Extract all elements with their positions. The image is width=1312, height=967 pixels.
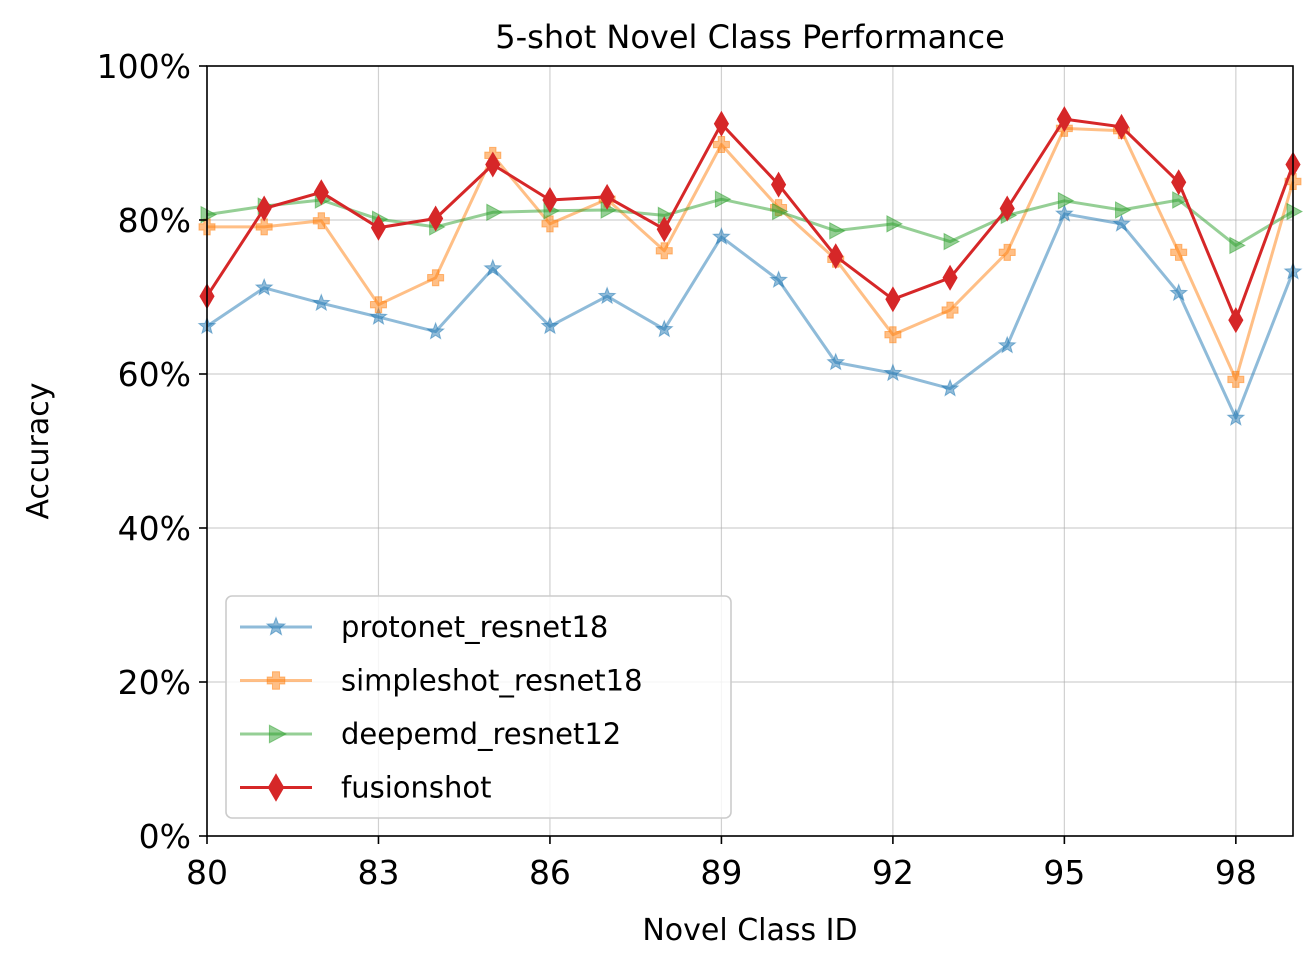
data-point bbox=[255, 218, 273, 236]
data-point bbox=[1057, 191, 1075, 210]
data-point bbox=[886, 215, 903, 233]
data-point bbox=[200, 205, 218, 224]
data-point bbox=[312, 212, 330, 230]
data-point bbox=[713, 110, 729, 137]
data-point bbox=[1171, 169, 1187, 196]
y-tick-label: 40% bbox=[118, 509, 191, 548]
series-line bbox=[205, 117, 1295, 322]
series-line bbox=[206, 212, 1295, 420]
x-tick-label: 92 bbox=[872, 853, 914, 892]
data-point bbox=[597, 286, 617, 305]
data-point bbox=[826, 352, 846, 371]
data-point bbox=[541, 215, 559, 233]
legend-label: simpleshot_resnet18 bbox=[341, 664, 643, 698]
y-tick-label: 0% bbox=[139, 817, 191, 856]
data-point bbox=[426, 321, 446, 340]
y-tick-label: 60% bbox=[118, 355, 191, 394]
chart-title: 5-shot Novel Class Performance bbox=[495, 18, 1005, 56]
data-point bbox=[1112, 213, 1131, 232]
data-point bbox=[1170, 243, 1188, 261]
data-point bbox=[655, 242, 673, 260]
data-point bbox=[428, 205, 444, 232]
legend-swatch-marker bbox=[266, 671, 286, 690]
data-point bbox=[311, 293, 331, 312]
data-point bbox=[943, 232, 961, 251]
series-line bbox=[206, 197, 1294, 247]
data-point bbox=[1113, 113, 1130, 140]
data-point bbox=[599, 183, 615, 210]
data-point bbox=[313, 179, 329, 206]
data-point bbox=[1286, 202, 1304, 221]
data-point bbox=[942, 264, 958, 291]
data-point bbox=[711, 226, 731, 245]
x-axis-title: Novel Class ID bbox=[642, 913, 857, 948]
data-point bbox=[1056, 106, 1072, 133]
data-point bbox=[772, 202, 789, 221]
data-point bbox=[884, 326, 902, 344]
data-point bbox=[941, 301, 959, 319]
data-point bbox=[370, 214, 387, 241]
data-point bbox=[1169, 283, 1189, 302]
series-simpleshot_resnet18 bbox=[198, 119, 1302, 388]
data-point bbox=[1172, 191, 1189, 209]
data-point bbox=[998, 243, 1016, 261]
data-point bbox=[883, 363, 903, 382]
legend-swatch-marker bbox=[268, 724, 287, 744]
data-point bbox=[940, 378, 960, 397]
data-point bbox=[369, 296, 387, 314]
data-point bbox=[369, 307, 388, 326]
data-point bbox=[1228, 307, 1244, 334]
series-protonet_resnet18 bbox=[197, 203, 1303, 426]
legend-label: deepemd_resnet12 bbox=[341, 717, 621, 751]
series-lines bbox=[197, 106, 1304, 426]
data-point bbox=[427, 269, 445, 287]
data-point bbox=[1054, 203, 1074, 222]
data-point bbox=[654, 319, 674, 338]
axis-ticks: 0% 20% 40% 60% 80% 100% 80 83 86 89 92 95 98 bbox=[97, 47, 1257, 892]
data-point bbox=[486, 203, 503, 222]
series-line bbox=[207, 126, 1295, 381]
data-point bbox=[714, 190, 732, 209]
data-point bbox=[254, 277, 274, 296]
legend-swatch-marker bbox=[265, 616, 287, 636]
data-point bbox=[256, 195, 272, 222]
y-tick-label: 100% bbox=[97, 47, 191, 86]
data-point bbox=[885, 286, 901, 313]
data-point bbox=[771, 171, 787, 198]
legend-box bbox=[225, 595, 732, 819]
data-point bbox=[483, 258, 503, 277]
x-tick-label: 86 bbox=[529, 853, 571, 892]
y-axis-title: Accuracy bbox=[21, 383, 56, 520]
series-fusionshot bbox=[199, 106, 1301, 334]
data-point bbox=[829, 221, 846, 240]
legend-swatch-marker bbox=[267, 773, 285, 802]
plot-frame bbox=[206, 65, 1294, 837]
x-tick-label: 98 bbox=[1215, 853, 1257, 892]
data-point bbox=[1115, 201, 1132, 219]
data-point bbox=[999, 195, 1015, 222]
data-point bbox=[542, 186, 558, 213]
x-tick-label: 80 bbox=[186, 853, 228, 892]
x-tick-label: 83 bbox=[357, 853, 399, 892]
legend: protonet_resnet18 simpleshot_resnet18deep… bbox=[225, 595, 732, 819]
data-point bbox=[540, 316, 560, 335]
x-tick-label: 95 bbox=[1043, 853, 1085, 892]
data-point bbox=[1229, 236, 1246, 255]
data-point bbox=[1226, 408, 1246, 426]
legend-label: fusionshot bbox=[341, 771, 491, 805]
data-point bbox=[997, 335, 1017, 354]
data-point bbox=[769, 270, 789, 289]
y-tick-label: 80% bbox=[118, 201, 191, 240]
data-point bbox=[485, 151, 501, 178]
y-tick-label: 20% bbox=[118, 663, 191, 702]
x-tick-label: 89 bbox=[700, 853, 742, 892]
legend-label: protonet_resnet18 bbox=[341, 610, 608, 644]
data-point bbox=[828, 243, 844, 270]
data-point bbox=[656, 216, 672, 243]
data-point bbox=[1227, 370, 1245, 388]
